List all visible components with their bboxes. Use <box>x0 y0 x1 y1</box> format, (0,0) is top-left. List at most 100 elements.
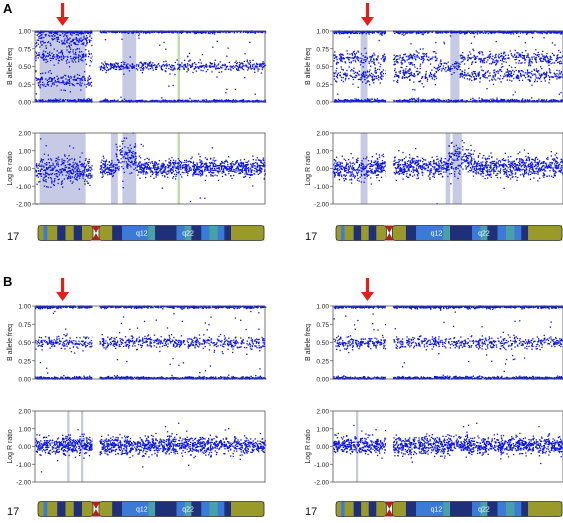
data-point <box>258 174 259 175</box>
data-point <box>58 39 59 40</box>
data-point <box>186 172 187 173</box>
data-point <box>81 41 82 42</box>
data-point <box>232 161 233 162</box>
data-point <box>240 166 241 167</box>
data-point <box>82 170 83 171</box>
data-point <box>236 63 237 64</box>
data-point <box>80 38 81 39</box>
data-point <box>70 49 71 50</box>
data-point <box>36 163 37 164</box>
data-point <box>371 99 372 100</box>
data-point <box>79 40 80 41</box>
data-point <box>126 166 127 167</box>
data-point <box>241 164 242 165</box>
data-point <box>35 58 36 59</box>
data-point <box>252 167 253 168</box>
data-point <box>204 163 205 164</box>
data-point <box>101 162 102 163</box>
data-point <box>353 79 354 80</box>
data-point <box>42 99 43 100</box>
data-point <box>138 35 139 36</box>
data-point <box>155 69 156 70</box>
data-point <box>235 89 236 90</box>
data-point <box>146 172 147 173</box>
data-point <box>346 73 347 74</box>
data-point <box>46 186 47 187</box>
data-point <box>254 170 255 171</box>
data-point <box>115 171 116 172</box>
data-point <box>373 58 374 59</box>
data-point <box>81 51 82 52</box>
data-point <box>129 161 130 162</box>
data-point <box>154 64 155 65</box>
data-point <box>146 67 147 68</box>
data-point <box>187 165 188 166</box>
data-point <box>44 177 45 178</box>
data-point <box>58 179 59 180</box>
data-point <box>366 53 367 54</box>
data-point <box>232 171 233 172</box>
data-point <box>224 100 225 101</box>
data-point <box>35 60 36 61</box>
data-point <box>355 60 356 61</box>
data-point <box>363 32 364 33</box>
data-point <box>247 100 248 101</box>
data-point <box>182 66 183 67</box>
data-point <box>195 67 196 68</box>
data-point <box>43 166 44 167</box>
data-point <box>263 164 264 165</box>
data-point <box>42 159 43 160</box>
data-point <box>136 68 137 69</box>
data-point <box>377 100 378 101</box>
data-point <box>139 156 140 157</box>
data-point <box>72 169 73 170</box>
data-point <box>140 172 141 173</box>
data-point <box>80 79 81 80</box>
data-point <box>89 159 90 160</box>
data-point <box>234 62 235 63</box>
data-point <box>102 164 103 165</box>
data-point <box>80 59 81 60</box>
data-point <box>150 162 151 163</box>
data-point <box>61 172 62 173</box>
data-point <box>84 100 85 101</box>
data-point <box>72 176 73 177</box>
data-point <box>47 80 48 81</box>
data-point <box>106 70 107 71</box>
data-point <box>192 72 193 73</box>
data-point <box>216 100 217 101</box>
data-point <box>104 100 105 101</box>
data-point <box>229 170 230 171</box>
data-point <box>342 61 343 62</box>
data-point <box>347 75 348 76</box>
data-point <box>360 79 361 80</box>
data-point <box>212 172 213 173</box>
data-point <box>88 175 89 176</box>
data-point <box>144 168 145 169</box>
data-point <box>223 171 224 172</box>
data-point <box>373 62 374 63</box>
data-point <box>255 94 256 95</box>
data-point <box>76 79 77 80</box>
data-point <box>100 66 101 67</box>
data-point <box>89 161 90 162</box>
data-point <box>367 58 368 59</box>
data-point <box>124 138 125 139</box>
data-point <box>76 34 77 35</box>
data-point <box>134 147 135 148</box>
data-point <box>215 68 216 69</box>
data-point <box>133 66 134 67</box>
data-point <box>83 37 84 38</box>
data-point <box>48 155 49 156</box>
data-point <box>125 152 126 153</box>
data-point <box>209 162 210 163</box>
data-point <box>89 39 90 40</box>
data-point <box>261 160 262 161</box>
data-point <box>163 42 164 43</box>
data-point <box>36 55 37 56</box>
data-point <box>127 164 128 165</box>
data-point <box>163 64 164 65</box>
data-point <box>150 68 151 69</box>
data-point <box>371 76 372 77</box>
data-point <box>351 69 352 70</box>
